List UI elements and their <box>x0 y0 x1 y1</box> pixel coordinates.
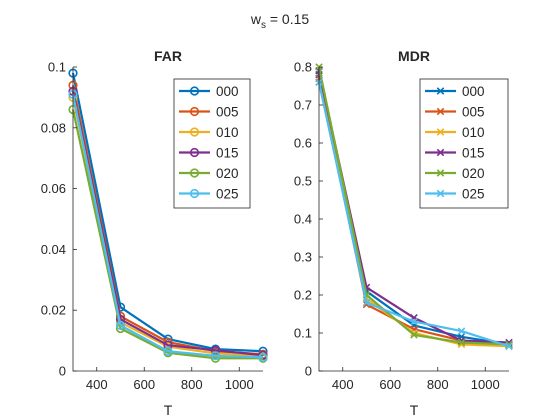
far-y-tick-label: 0.08 <box>41 120 66 135</box>
mdr-x-tick-label: 600 <box>379 377 401 392</box>
far-series-line-025 <box>71 94 264 359</box>
mdr-y-tick-label: 0 <box>305 364 312 379</box>
suptitle-rest: = 0.15 <box>266 11 309 27</box>
mdr-legend-marker <box>436 148 445 157</box>
far-data-point <box>258 352 268 362</box>
far-y-tick-label: 0 <box>59 364 66 379</box>
mdr-legend-label: 025 <box>462 187 485 202</box>
mdr-x-tick-label: 800 <box>427 377 449 392</box>
far-x-tick-label: 600 <box>133 377 155 392</box>
far-y-tick-label: 0.04 <box>41 242 66 257</box>
far-legend-marker <box>189 127 200 137</box>
far-x-tick-label: 1000 <box>225 377 254 392</box>
mdr-x-tick-label: 1000 <box>471 377 500 392</box>
mdr-x-axis-label: T <box>410 402 419 418</box>
mdr-legend-marker <box>436 107 445 116</box>
mdr-legend-marker <box>436 128 445 136</box>
suptitle-subscript: s <box>261 20 266 31</box>
mdr-legend-label: 000 <box>462 84 485 99</box>
mdr-legend-marker <box>436 169 445 177</box>
mdr-y-tick-label: 0.5 <box>294 174 312 189</box>
far-panel: 400 600 800 1000 0 0.02 0.04 0.06 0.08 0.1 FAR T 000… <box>41 48 268 418</box>
mdr-legend-marker <box>436 189 445 198</box>
mdr-legend-label: 005 <box>462 105 485 120</box>
mdr-legend-box <box>419 78 509 209</box>
far-legend-box <box>173 78 251 209</box>
far-legend-marker <box>189 86 200 96</box>
far-legend-marker <box>189 147 200 158</box>
mdr-panel: 400 600 800 1000 0 0.1 0.2 0.3 0.4 0.5 0.6 0.7 0.8 MD… <box>294 48 513 418</box>
far-data-point <box>163 346 173 356</box>
far-legend-marker <box>189 168 200 178</box>
far-data-point <box>210 351 221 361</box>
mdr-chart-title: MDR <box>398 48 430 64</box>
suptitle-main: w <box>250 11 262 27</box>
far-legend-label: 020 <box>216 166 239 181</box>
figure-suptitle: ws = 0.15 <box>250 11 310 31</box>
far-chart-title: FAR <box>154 48 182 64</box>
far-y-tick-label: 0.06 <box>41 181 66 196</box>
far-data-point <box>115 320 126 331</box>
far-series-line-020 <box>71 109 263 360</box>
mdr-y-tick-label: 0.7 <box>294 98 312 113</box>
mdr-y-tick-label: 0.2 <box>294 288 312 303</box>
mdr-data-point <box>410 317 418 326</box>
far-x-axis-label: T <box>164 402 173 418</box>
far-x-tick-label: 800 <box>181 377 203 392</box>
far-legend-label: 010 <box>216 125 239 140</box>
mdr-legend-label: 015 <box>462 146 485 161</box>
mdr-data-point <box>362 298 371 307</box>
mdr-y-tick-label: 0.4 <box>294 212 312 227</box>
far-y-tick-label: 0.1 <box>48 60 66 75</box>
mdr-y-tick-label: 0.1 <box>294 326 312 341</box>
mdr-data-point <box>505 342 513 351</box>
far-legend-label: 015 <box>216 146 239 161</box>
far-legend-label: 025 <box>216 187 239 202</box>
mdr-data-point <box>410 331 418 339</box>
mdr-data-point <box>457 338 466 347</box>
far-legend-marker <box>189 188 200 199</box>
mdr-y-tick-label: 0.8 <box>294 60 312 75</box>
far-x-tick-label: 400 <box>86 377 108 392</box>
mdr-x-tick-label: 400 <box>332 377 354 392</box>
mdr-data-point <box>457 327 466 335</box>
far-legend-label: 005 <box>216 105 239 120</box>
mdr-y-tick-label: 0.3 <box>294 250 312 265</box>
far-legend-marker <box>189 106 200 117</box>
far-legend-label: 000 <box>216 84 239 99</box>
mdr-legend-marker <box>436 87 445 95</box>
mdr-legend-label: 020 <box>462 166 485 181</box>
mdr-y-tick-label: 0.6 <box>294 136 312 151</box>
far-y-tick-label: 0.02 <box>41 303 66 318</box>
mdr-legend-label: 010 <box>462 125 485 140</box>
